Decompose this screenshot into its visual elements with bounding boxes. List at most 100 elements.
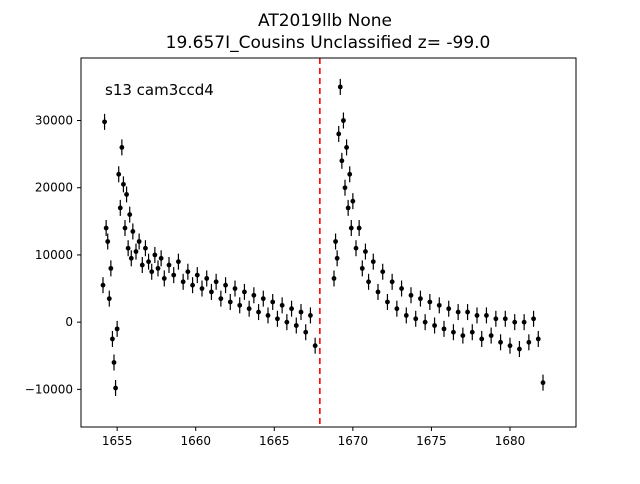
data-point xyxy=(176,259,181,265)
data-point xyxy=(223,282,228,288)
data-point xyxy=(246,306,252,312)
data-point xyxy=(146,259,151,265)
data-point xyxy=(399,286,404,291)
data-point xyxy=(194,272,200,278)
data-point xyxy=(432,323,437,328)
data-point xyxy=(143,245,148,251)
data-point xyxy=(232,286,238,291)
data-point xyxy=(389,279,395,285)
data-point xyxy=(204,276,210,281)
data-point xyxy=(185,269,191,275)
data-point xyxy=(108,265,114,271)
data-point xyxy=(242,289,247,295)
data-point xyxy=(166,262,172,268)
data-point xyxy=(152,252,158,258)
data-point xyxy=(284,319,290,325)
data-point xyxy=(158,255,164,261)
data-point xyxy=(370,259,376,265)
data-point xyxy=(312,343,318,349)
data-point xyxy=(479,336,485,342)
data-point xyxy=(484,313,489,318)
data-point xyxy=(275,316,280,322)
data-point xyxy=(422,319,428,325)
axis-ticks: 1655 1660 1665 1670 1675 1680 −10000 0 10000 2000… xyxy=(25,114,526,448)
chart-title-line-2: 19.657I_Cousins Unclassified z= -99.0 xyxy=(166,33,491,53)
data-point xyxy=(465,309,470,315)
data-point xyxy=(116,171,122,177)
data-point xyxy=(502,316,508,322)
data-point xyxy=(408,292,414,298)
data-point xyxy=(180,279,186,285)
plot-area xyxy=(100,58,546,427)
data-point xyxy=(102,119,107,125)
data-point xyxy=(394,306,400,312)
data-point xyxy=(348,225,354,231)
data-point xyxy=(133,249,139,254)
data-point xyxy=(121,181,126,187)
data-point xyxy=(103,225,109,231)
data-point xyxy=(213,279,219,285)
data-point xyxy=(507,343,513,349)
data-point xyxy=(535,336,541,342)
data-point xyxy=(385,299,390,305)
data-point xyxy=(540,380,546,386)
data-point xyxy=(114,326,120,332)
data-point xyxy=(436,302,442,308)
data-point xyxy=(308,313,313,318)
data-point xyxy=(347,171,353,177)
data-point xyxy=(531,316,536,322)
data-point xyxy=(441,326,447,332)
x-tick-label: 1675 xyxy=(416,434,447,448)
data-point xyxy=(171,272,177,278)
data-point xyxy=(493,316,499,322)
data-point xyxy=(363,249,368,254)
data-point xyxy=(380,269,386,275)
data-point xyxy=(356,225,362,231)
data-point xyxy=(526,339,532,345)
data-point xyxy=(469,329,475,335)
data-point xyxy=(125,245,131,251)
data-point xyxy=(130,229,136,234)
data-point xyxy=(474,313,480,318)
data-point xyxy=(403,313,409,318)
data-point xyxy=(350,198,356,204)
data-point xyxy=(293,323,299,328)
data-point xyxy=(209,289,214,295)
data-point xyxy=(117,205,123,211)
y-tick-label: 0 xyxy=(65,315,73,329)
x-tick-label: 1665 xyxy=(259,434,290,448)
data-point xyxy=(265,313,271,318)
data-point xyxy=(344,144,349,150)
data-point xyxy=(342,185,348,191)
data-point xyxy=(337,84,343,90)
data-point xyxy=(190,282,195,288)
data-point xyxy=(139,262,145,268)
data-point xyxy=(161,276,167,281)
data-point xyxy=(517,346,522,352)
x-tick-label: 1670 xyxy=(338,434,369,448)
data-point xyxy=(521,319,527,325)
axes-frame xyxy=(80,57,577,428)
annotation-label: s13 cam3ccd4 xyxy=(105,81,214,99)
y-tick-label: 10000 xyxy=(35,248,73,262)
data-point xyxy=(110,336,115,342)
x-tick-label: 1660 xyxy=(180,434,211,448)
y-tick-label: −10000 xyxy=(25,382,73,396)
data-point xyxy=(199,286,205,291)
data-point xyxy=(498,339,503,345)
data-point xyxy=(298,309,304,315)
data-point xyxy=(446,306,452,312)
data-point xyxy=(455,309,461,315)
data-point xyxy=(136,239,142,244)
data-point xyxy=(128,255,134,261)
chart-title-line-1: AT2019llb None xyxy=(258,11,392,31)
data-point xyxy=(100,282,106,288)
y-tick-label: 30000 xyxy=(35,114,73,128)
x-tick-label: 1655 xyxy=(102,434,133,448)
data-point xyxy=(119,144,125,150)
data-point xyxy=(359,265,365,271)
data-point xyxy=(334,255,340,261)
data-point xyxy=(427,299,433,305)
